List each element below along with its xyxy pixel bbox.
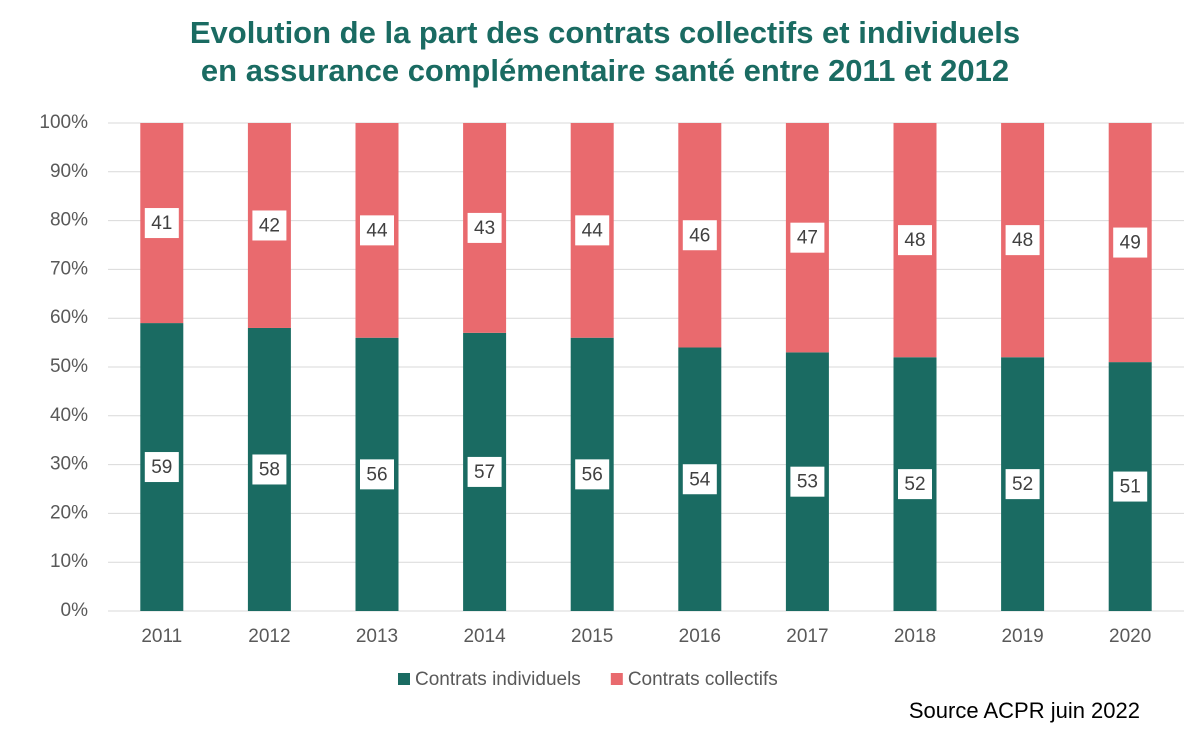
data-label: 53: [797, 472, 818, 493]
y-tick-label: 10%: [50, 551, 88, 572]
data-label-box: [1113, 227, 1148, 258]
y-tick-label: 20%: [50, 502, 88, 523]
legend-label: Contrats individuels: [415, 669, 581, 690]
data-label-box: [682, 464, 717, 495]
data-label: 52: [904, 474, 925, 495]
data-label-box: [575, 459, 610, 490]
y-tick-label: 60%: [50, 307, 88, 328]
data-label: 58: [259, 459, 280, 480]
x-tick-label: 2018: [894, 626, 936, 647]
data-label-box: [790, 222, 825, 253]
data-label: 52: [1012, 474, 1033, 495]
data-label-box: [360, 215, 394, 246]
y-tick-label: 0%: [61, 600, 89, 621]
data-label: 51: [1120, 477, 1141, 498]
x-tick-label: 2019: [1001, 626, 1043, 647]
data-label: 43: [474, 218, 495, 239]
data-label-box: [252, 454, 287, 485]
data-label: 41: [151, 213, 172, 234]
data-label: 57: [474, 462, 495, 483]
x-tick-label: 2013: [356, 626, 398, 647]
y-tick-label: 50%: [50, 356, 88, 377]
y-tick-label: 30%: [50, 454, 88, 475]
data-label: 56: [366, 464, 387, 485]
data-label-box: [790, 466, 825, 497]
y-tick-label: 40%: [50, 405, 88, 426]
data-label: 59: [151, 457, 172, 478]
data-label: 54: [689, 469, 711, 490]
data-label: 44: [366, 220, 388, 241]
data-label: 56: [582, 464, 603, 485]
data-label-box: [144, 452, 179, 483]
legend-swatch: [610, 673, 623, 685]
chart-title: en assurance complémentaire santé entre …: [201, 53, 1009, 88]
x-tick-label: 2012: [248, 626, 290, 647]
x-tick-label: 2020: [1109, 626, 1151, 647]
data-label-box: [682, 220, 717, 251]
data-label-box: [1005, 469, 1040, 500]
chart-title: Evolution de la part des contrats collec…: [190, 15, 1020, 50]
legend-label: Contrats collectifs: [628, 669, 778, 690]
legend-swatch: [398, 673, 410, 685]
x-tick-label: 2015: [571, 626, 613, 647]
data-label: 48: [904, 230, 925, 251]
x-tick-label: 2017: [786, 626, 828, 647]
data-label-box: [360, 459, 394, 490]
data-label-box: [1005, 225, 1040, 256]
data-label: 42: [259, 215, 280, 236]
data-label: 46: [689, 225, 710, 246]
data-label: 44: [582, 220, 604, 241]
data-label-box: [467, 212, 502, 243]
data-label-box: [898, 469, 932, 500]
data-label-box: [575, 215, 610, 246]
data-label-box: [898, 225, 932, 256]
data-label: 48: [1012, 230, 1033, 251]
data-label: 47: [797, 228, 818, 249]
y-tick-label: 80%: [50, 210, 88, 231]
data-label-box: [1113, 471, 1148, 502]
x-tick-label: 2011: [141, 626, 182, 647]
source-note: Source ACPR juin 2022: [909, 698, 1140, 723]
x-tick-label: 2016: [679, 626, 721, 647]
data-label: 49: [1120, 233, 1141, 254]
data-label-box: [252, 210, 287, 241]
y-tick-label: 90%: [50, 161, 88, 182]
data-label-box: [467, 456, 502, 487]
x-tick-label: 2014: [463, 626, 506, 647]
y-tick-label: 70%: [50, 258, 88, 279]
data-label-box: [144, 208, 179, 239]
y-tick-label: 100%: [39, 112, 88, 133]
